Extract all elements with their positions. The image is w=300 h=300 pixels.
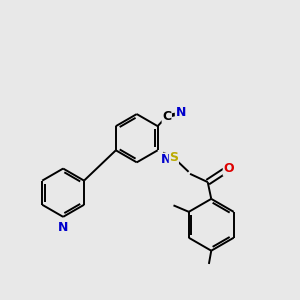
Text: O: O <box>223 162 234 175</box>
Text: N: N <box>161 153 172 166</box>
Text: N: N <box>58 221 68 234</box>
Text: S: S <box>169 151 178 164</box>
Text: N: N <box>176 106 186 119</box>
Text: C: C <box>162 110 171 123</box>
